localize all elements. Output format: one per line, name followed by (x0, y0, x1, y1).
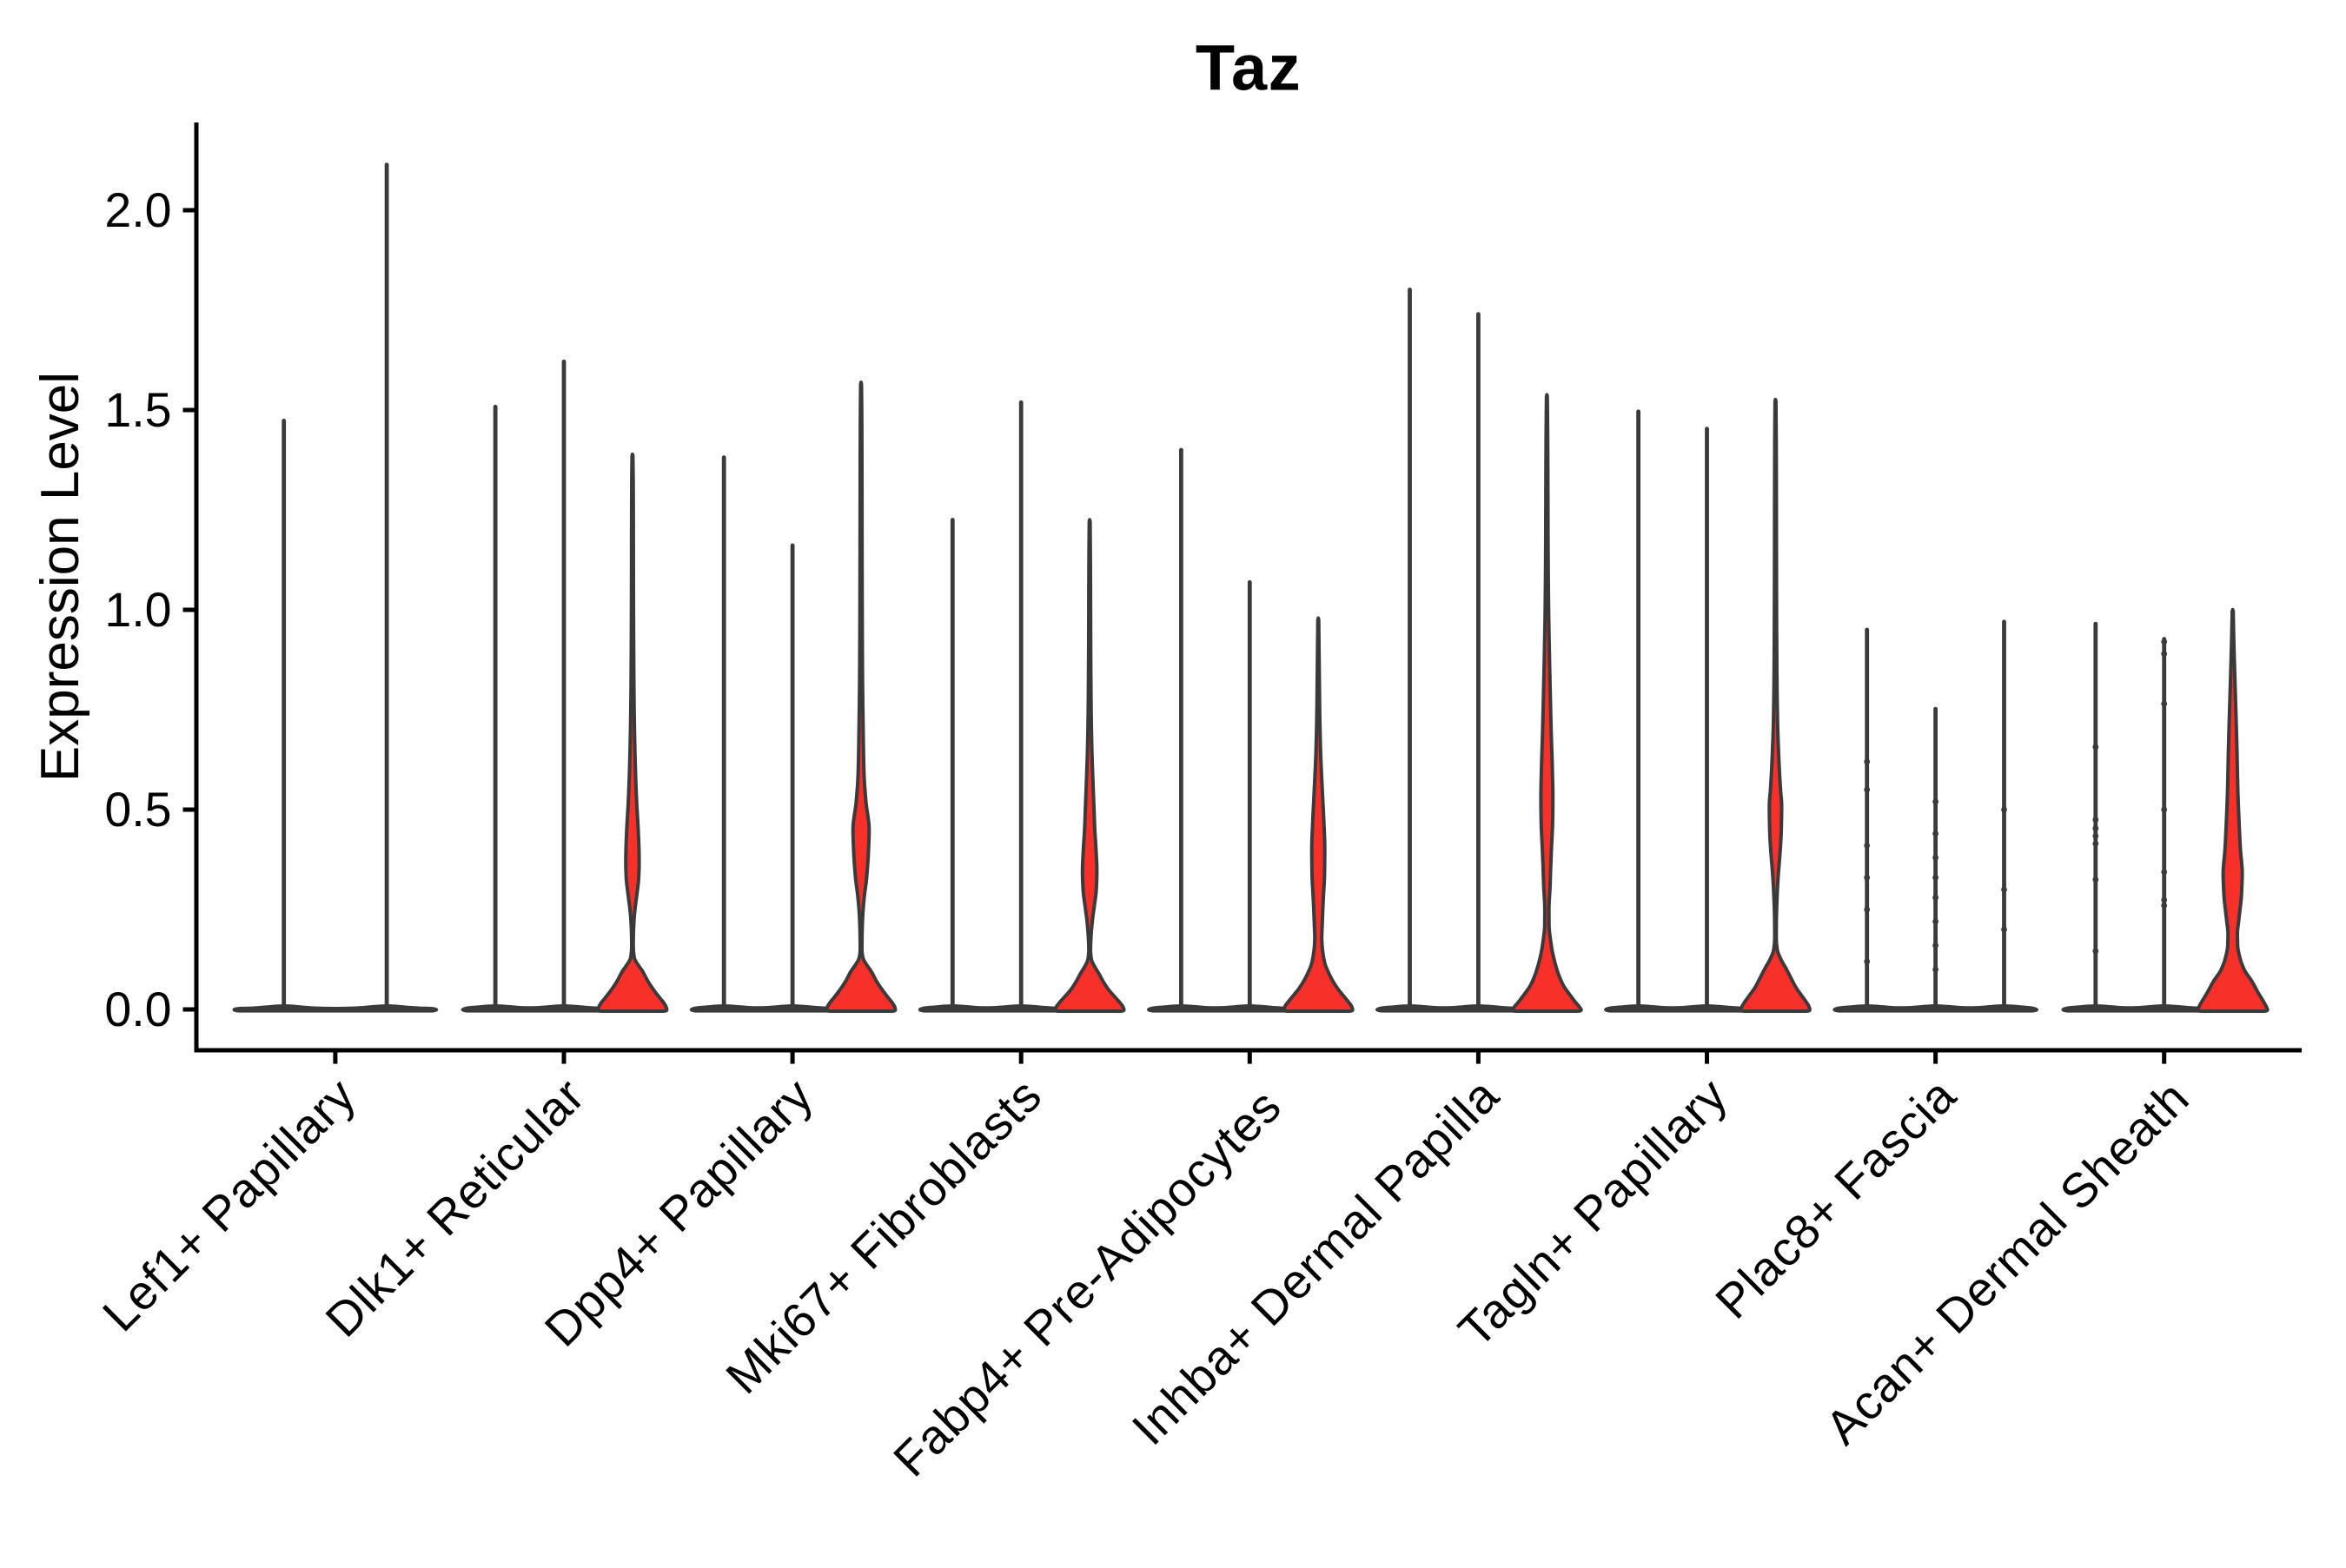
svg-text:0.0: 0.0 (104, 982, 171, 1036)
svg-text:1.0: 1.0 (104, 583, 171, 637)
svg-text:0.5: 0.5 (104, 783, 171, 837)
svg-text:2.0: 2.0 (104, 183, 171, 237)
svg-text:Expression Level: Expression Level (30, 372, 90, 782)
svg-text:1.5: 1.5 (104, 383, 171, 437)
svg-text:Taz: Taz (1196, 32, 1302, 104)
